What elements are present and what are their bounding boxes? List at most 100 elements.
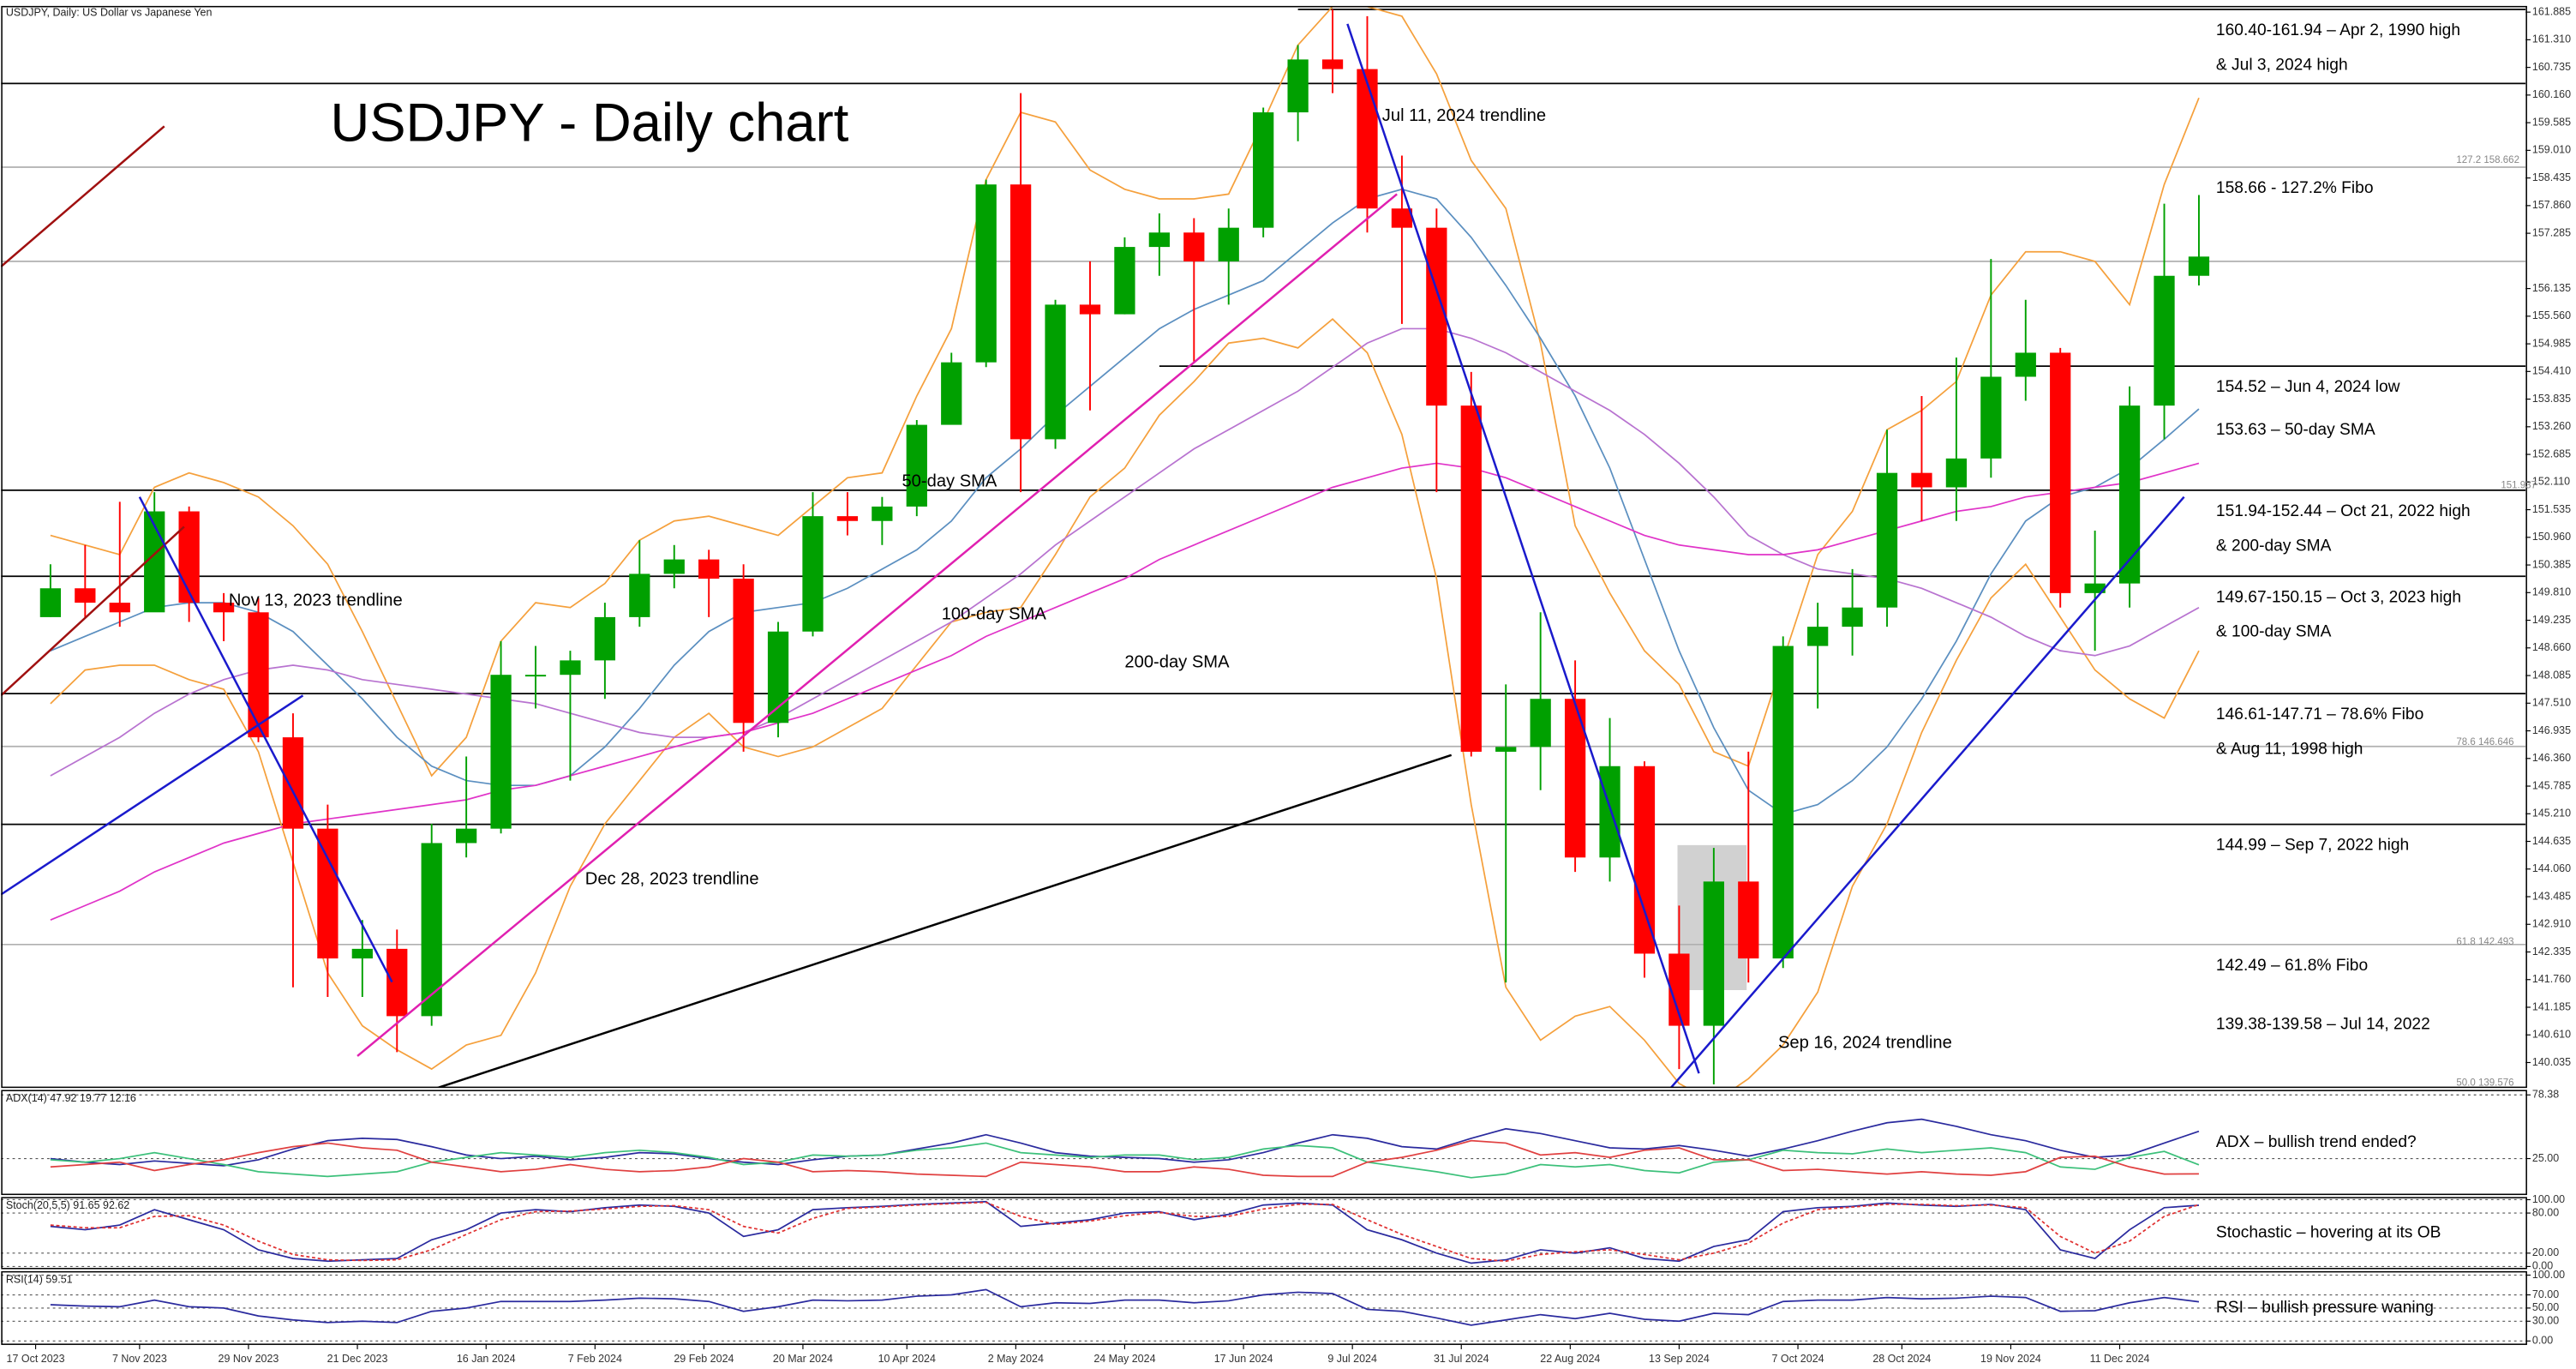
candle-body	[1114, 247, 1135, 315]
plot-area	[1, 6, 2526, 1088]
trendline	[1, 694, 304, 896]
plot-area	[1, 1094, 2526, 1179]
annotation: Dec 28, 2023 trendline	[585, 869, 759, 888]
y-tick-label: 158.435	[2532, 171, 2571, 183]
level-label: 153.63 – 50-day SMA	[2216, 421, 2375, 439]
series-line	[50, 1139, 2199, 1178]
candle-body	[2188, 256, 2210, 276]
candle-body	[1945, 458, 1968, 488]
candle-body	[767, 631, 789, 724]
candle-body	[456, 828, 477, 844]
y-tick-label: 153.835	[2532, 393, 2571, 405]
candle-body	[733, 579, 754, 724]
y-tick-label: 144.635	[2532, 835, 2571, 847]
candle-body	[1183, 232, 1205, 261]
level-label: 149.67-150.15 – Oct 3, 2023 high	[2216, 588, 2461, 606]
candle-body	[872, 506, 893, 521]
annotation: 50-day SMA	[902, 472, 997, 491]
level-label: 146.61-147.71 – 78.6% Fibo	[2216, 706, 2423, 724]
candle-body	[2015, 352, 2036, 377]
candle-body	[941, 362, 962, 425]
y-tick-label: 78.38	[2532, 1089, 2559, 1101]
y-tick-label: 145.210	[2532, 808, 2571, 820]
annotation: 100-day SMA	[942, 604, 1047, 623]
trendline	[1, 125, 165, 268]
y-tick-label: 0.00	[2532, 1335, 2553, 1347]
x-tick-label: 20 Mar 2024	[773, 1353, 833, 1365]
candle-body	[975, 184, 997, 363]
x-tick-label: 9 Jul 2024	[1327, 1353, 1377, 1365]
level-label: 142.49 – 61.8% Fibo	[2216, 957, 2368, 975]
x-tick-label: 19 Nov 2024	[1980, 1353, 2041, 1365]
series-line	[50, 1288, 2200, 1326]
level-label: 154.52 – Jun 4, 2024 low	[2216, 378, 2400, 396]
candle-body	[1460, 405, 1482, 752]
x-tick-label: 10 Apr 2024	[878, 1353, 936, 1365]
y-tick-label: 160.735	[2532, 61, 2571, 73]
chart-subtitle: USDJPY, Daily: US Dollar vs Japanese Yen	[6, 7, 213, 19]
y-tick-label: 145.785	[2532, 779, 2571, 791]
indicator-note: ADX – bullish trend ended?	[2216, 1133, 2417, 1151]
candle-body	[1495, 747, 1517, 752]
level-label: 160.40-161.94 – Apr 2, 1990 high	[2216, 21, 2460, 39]
series-line	[50, 1201, 2200, 1263]
candle-body	[351, 948, 373, 959]
x-tick-label: 7 Nov 2023	[112, 1353, 167, 1365]
series-line	[50, 6, 2200, 778]
y-tick-label: 146.360	[2532, 752, 2571, 764]
candle-body	[1079, 304, 1101, 315]
candle-body	[1321, 59, 1344, 69]
candle-body	[39, 588, 62, 617]
y-tick-label: 144.060	[2532, 862, 2571, 874]
y-tick-label: 156.135	[2532, 282, 2571, 294]
candle-body	[594, 616, 616, 661]
candle-body	[1045, 304, 1066, 440]
candle-body	[802, 516, 824, 632]
candle-body	[2084, 583, 2106, 593]
candle-body	[1009, 184, 1032, 440]
y-tick-label: 70.00	[2532, 1288, 2559, 1300]
y-tick-label: 150.385	[2532, 558, 2571, 570]
candle-body	[2050, 352, 2071, 593]
candle-body	[1253, 112, 1274, 228]
y-tick-label: 149.810	[2532, 586, 2571, 598]
series-line	[50, 462, 2200, 922]
candle-body	[2154, 275, 2175, 406]
candle-body	[1148, 232, 1170, 248]
level-label: 139.38-139.58 – Jul 14, 2022	[2216, 1015, 2430, 1033]
y-tick-label: 148.660	[2532, 641, 2571, 653]
y-tick-label: 150.960	[2532, 531, 2571, 543]
series-line	[50, 327, 2200, 777]
trendline	[1669, 495, 2185, 1088]
y-tick-label: 143.485	[2532, 890, 2571, 902]
series-line	[50, 188, 2200, 815]
y-tick-label: 160.160	[2532, 88, 2571, 100]
x-tick-label: 29 Feb 2024	[674, 1353, 734, 1365]
candle-body	[178, 511, 200, 603]
candle-body	[2118, 405, 2141, 584]
candle-body	[248, 612, 269, 738]
candle-body	[1807, 627, 1829, 646]
y-tick-label: 142.910	[2532, 918, 2571, 930]
y-tick-label: 100.00	[2532, 1193, 2565, 1205]
annotation: 61.8 142.493	[2456, 937, 2513, 947]
candle-body	[1876, 472, 1898, 608]
level-label: 158.66 - 127.2% Fibo	[2216, 179, 2374, 197]
annotation: Jul 11, 2024 trendline	[1382, 106, 1546, 125]
y-tick-label: 153.260	[2532, 420, 2571, 432]
annotation: Sep 16, 2024 trendline	[1778, 1034, 1952, 1053]
x-tick-label: 31 Jul 2024	[1434, 1353, 1489, 1365]
y-tick-label: 100.00	[2532, 1269, 2565, 1281]
indicator-title: Stoch(20,5,5) 91.65 92.62	[6, 1199, 129, 1211]
annotation: 200-day SMA	[1124, 653, 1230, 672]
candle-body	[1911, 472, 1932, 488]
y-tick-label: 154.410	[2532, 365, 2571, 377]
y-tick-label: 152.110	[2532, 476, 2570, 488]
y-tick-label: 140.035	[2532, 1056, 2571, 1068]
plot-area	[1, 1274, 2526, 1342]
x-tick-label: 13 Sep 2024	[1649, 1353, 1710, 1365]
candle-body	[1633, 766, 1656, 954]
annotation: 151.937	[2501, 480, 2537, 490]
